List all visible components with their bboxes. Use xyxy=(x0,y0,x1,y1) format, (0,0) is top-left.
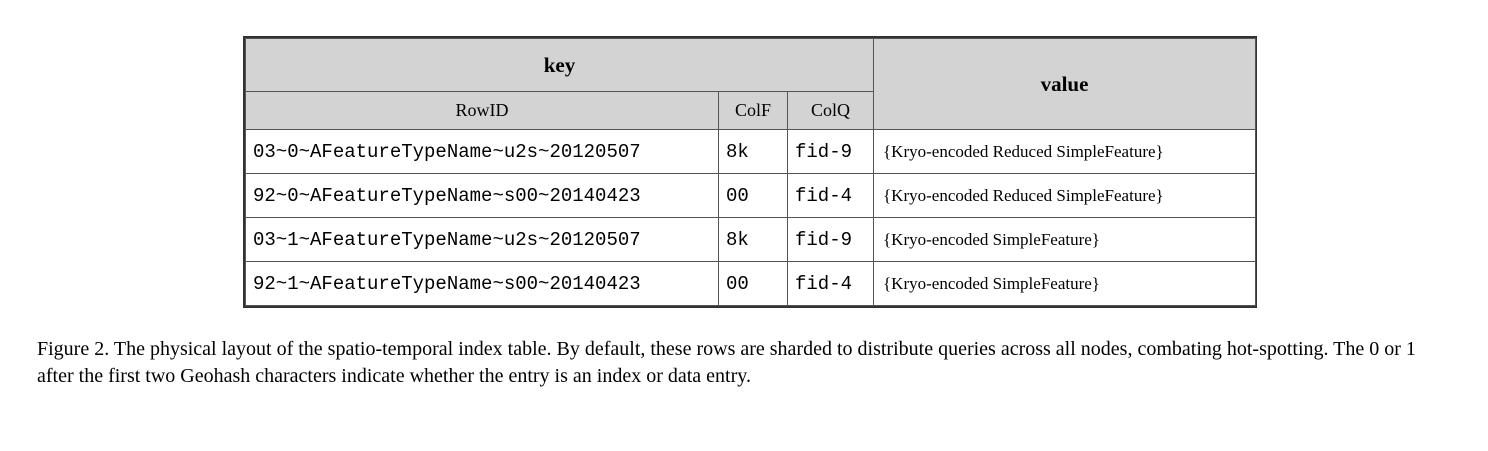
index-table: key value RowID ColF ColQ 03~0~AFeatureT… xyxy=(244,38,1257,306)
key-header: key xyxy=(244,38,875,92)
table-row: 03~0~AFeatureTypeName~u2s~20120507 8k fi… xyxy=(245,129,1257,174)
rowid-cell: 92~1~AFeatureTypeName~s00~20140423 xyxy=(245,261,719,306)
colf-cell: 8k xyxy=(718,129,788,174)
value-cell: {Kryo-encoded SimpleFeature} xyxy=(873,217,1257,262)
colf-cell: 8k xyxy=(718,217,788,262)
header-row-sub: RowID ColF ColQ xyxy=(245,91,1256,130)
colf-header: ColF xyxy=(718,91,788,130)
colq-header: ColQ xyxy=(786,91,875,130)
value-cell: {Kryo-encoded SimpleFeature} xyxy=(873,261,1257,306)
value-cell: {Kryo-encoded Reduced SimpleFeature} xyxy=(873,129,1257,174)
rowid-cell: 92~0~AFeatureTypeName~s00~20140423 xyxy=(245,173,719,218)
table-row: 92~1~AFeatureTypeName~s00~20140423 00 fi… xyxy=(245,261,1257,306)
table-row: 92~0~AFeatureTypeName~s00~20140423 00 fi… xyxy=(245,173,1257,218)
table-row: 03~1~AFeatureTypeName~u2s~20120507 8k fi… xyxy=(245,217,1257,262)
colf-cell: 00 xyxy=(718,261,788,306)
header-row-top: key value xyxy=(244,38,1257,130)
value-header: value xyxy=(873,38,1257,130)
rowid-header: RowID xyxy=(245,91,719,130)
colq-cell: fid-9 xyxy=(786,217,875,262)
rowid-cell: 03~0~AFeatureTypeName~u2s~20120507 xyxy=(245,129,719,174)
colq-cell: fid-9 xyxy=(786,129,875,174)
figure-caption: Figure 2. The physical layout of the spa… xyxy=(37,338,1416,387)
colq-cell: fid-4 xyxy=(786,261,875,306)
value-cell: {Kryo-encoded Reduced SimpleFeature} xyxy=(873,173,1257,218)
rowid-cell: 03~1~AFeatureTypeName~u2s~20120507 xyxy=(245,217,719,262)
colf-cell: 00 xyxy=(718,173,788,218)
colq-cell: fid-4 xyxy=(786,173,875,218)
index-table-frame: key value RowID ColF ColQ 03~0~AFeatureT… xyxy=(243,36,1257,308)
